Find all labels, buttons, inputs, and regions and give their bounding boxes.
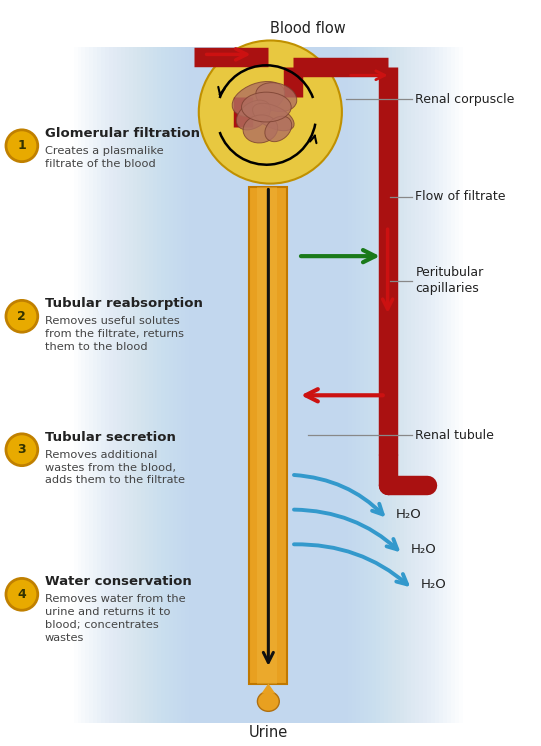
Bar (153, 48, 384, 724)
Bar (85, 48, 451, 724)
Bar (125, 48, 412, 724)
Bar (169, 48, 368, 724)
Text: H₂O: H₂O (395, 508, 421, 521)
Bar (165, 48, 372, 724)
Text: Tubular secretion: Tubular secretion (45, 430, 176, 444)
Text: Renal tubule: Renal tubule (415, 428, 494, 442)
Bar (77, 48, 459, 724)
Text: Urine: Urine (249, 725, 288, 740)
Bar (173, 48, 364, 724)
Ellipse shape (232, 81, 285, 116)
Ellipse shape (243, 115, 278, 143)
Circle shape (6, 434, 38, 466)
Bar (94, 48, 443, 724)
Text: 3: 3 (17, 443, 26, 457)
Circle shape (6, 301, 38, 332)
Circle shape (6, 130, 38, 162)
Bar (157, 48, 380, 724)
Text: Water conservation: Water conservation (45, 575, 192, 589)
Bar (121, 48, 415, 724)
Bar (74, 48, 463, 724)
Bar (145, 48, 392, 724)
Bar (133, 48, 404, 724)
Bar (181, 48, 356, 724)
Text: H₂O: H₂O (411, 543, 436, 556)
Text: Flow of filtrate: Flow of filtrate (415, 190, 506, 203)
Bar (82, 48, 455, 724)
Bar (249, 186, 287, 683)
Text: 1: 1 (17, 140, 27, 152)
Ellipse shape (199, 40, 342, 184)
Text: 2: 2 (17, 310, 27, 323)
Circle shape (6, 578, 38, 610)
Text: Glomerular filtration: Glomerular filtration (45, 127, 200, 140)
Bar (149, 48, 387, 724)
Bar (185, 48, 352, 724)
Text: Renal corpuscle: Renal corpuscle (415, 93, 515, 106)
Bar (189, 48, 348, 724)
Polygon shape (261, 683, 275, 694)
Text: Removes additional
wastes from the blood,
adds them to the filtrate: Removes additional wastes from the blood… (45, 450, 184, 486)
Text: Removes useful solutes
from the filtrate, returns
them to the blood: Removes useful solutes from the filtrate… (45, 316, 184, 352)
Bar (101, 48, 436, 724)
Ellipse shape (258, 692, 279, 712)
Bar (258, 186, 278, 683)
Bar (177, 48, 360, 724)
Bar (109, 48, 427, 724)
Text: Creates a plasmalike
filtrate of the blood: Creates a plasmalike filtrate of the blo… (45, 145, 163, 169)
Text: Blood flow: Blood flow (270, 20, 346, 36)
Text: Peritubular
capillaries: Peritubular capillaries (415, 266, 484, 295)
Text: Tubular reabsorption: Tubular reabsorption (45, 298, 202, 310)
Bar (113, 48, 424, 724)
Ellipse shape (241, 93, 291, 122)
Text: 4: 4 (17, 588, 27, 601)
Bar (97, 48, 439, 724)
Bar (89, 48, 447, 724)
Bar (129, 48, 407, 724)
Text: Removes water from the
urine and returns it to
blood; concentrates
wastes: Removes water from the urine and returns… (45, 595, 186, 643)
Bar (137, 48, 400, 724)
Bar (105, 48, 431, 724)
Ellipse shape (265, 116, 292, 142)
Ellipse shape (236, 100, 270, 130)
Ellipse shape (256, 83, 297, 112)
Text: H₂O: H₂O (420, 577, 446, 591)
Bar (141, 48, 395, 724)
Bar (117, 48, 419, 724)
Ellipse shape (253, 103, 294, 131)
Bar (161, 48, 375, 724)
